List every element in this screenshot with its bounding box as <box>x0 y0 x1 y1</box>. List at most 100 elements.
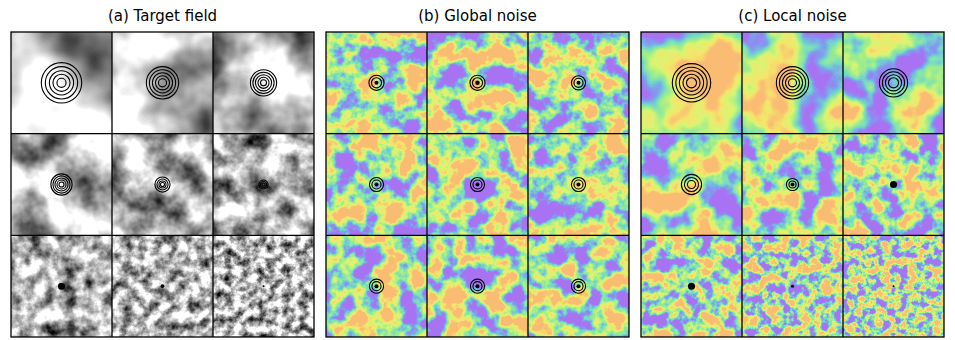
contour-ring <box>260 181 266 187</box>
noise-field <box>213 32 314 134</box>
cell-border <box>641 133 944 134</box>
contour-ring <box>676 67 707 98</box>
contour-ring <box>49 71 73 95</box>
center-dot <box>374 284 378 288</box>
noise-field <box>641 32 742 134</box>
center-dot <box>890 181 897 188</box>
contour-ring <box>155 76 169 90</box>
noise-field <box>11 134 112 236</box>
noise-field <box>112 32 213 134</box>
noise-field <box>213 134 314 236</box>
contour-ring <box>879 69 907 97</box>
center-dot <box>262 285 264 287</box>
contour-ring <box>571 177 585 191</box>
contour-ring <box>470 177 484 191</box>
noise-field <box>326 32 427 134</box>
contour-ring <box>51 174 72 195</box>
cell-border <box>641 235 944 236</box>
noise-field <box>843 32 944 134</box>
center-dot <box>892 285 894 287</box>
contour-ring <box>571 279 585 293</box>
noise-field <box>11 32 112 134</box>
cell-border <box>741 32 742 337</box>
contour-ring <box>53 176 70 193</box>
noise-field <box>112 235 213 337</box>
noise-field <box>528 134 629 236</box>
noise-field <box>742 235 843 337</box>
noise-field <box>528 235 629 337</box>
noise-field <box>213 235 314 337</box>
noise-field <box>427 235 528 337</box>
contour-ring <box>785 76 799 90</box>
contour-ring <box>57 180 66 189</box>
cell-grid <box>641 32 944 337</box>
contour-ring <box>882 72 904 94</box>
cell-grid <box>11 32 314 337</box>
cell-border <box>326 235 629 236</box>
contour-ring <box>788 79 796 87</box>
contour-ring <box>155 177 170 192</box>
noise-fields <box>11 32 314 337</box>
contour-ring <box>574 180 583 189</box>
contour-ring <box>371 78 381 88</box>
contour-ring <box>686 78 696 88</box>
panel-title: (a) Target field <box>108 7 217 25</box>
center-dot <box>58 283 65 290</box>
noise-fields <box>641 32 944 337</box>
cell-border <box>326 133 629 134</box>
contour-ring <box>687 180 695 188</box>
cell-border <box>212 32 213 337</box>
noise-field <box>742 134 843 236</box>
contour-ring <box>779 70 805 96</box>
contour-ring <box>672 64 710 102</box>
contour-ring <box>41 63 81 103</box>
contour-ring <box>681 174 701 194</box>
panel: (a) Target field <box>11 7 314 337</box>
panel-frame <box>326 32 629 337</box>
noise-field <box>11 235 112 337</box>
contour-ring <box>683 74 700 91</box>
contour-ring <box>885 75 901 91</box>
contour-ring <box>470 75 485 90</box>
contour-ring <box>160 182 164 186</box>
contour-ring <box>53 74 70 91</box>
center-dot <box>161 284 165 288</box>
cell-border <box>111 32 112 337</box>
contour-ring <box>684 177 698 191</box>
noise-field <box>641 134 742 236</box>
center-dot <box>688 283 695 290</box>
center-dot <box>576 81 580 85</box>
contour-ring <box>369 279 383 293</box>
contour-ring <box>372 180 381 189</box>
center-dot <box>576 284 580 288</box>
contour-ring <box>260 80 266 86</box>
contour-ring <box>776 67 808 99</box>
contour-ring <box>470 279 484 293</box>
center-dot <box>374 182 378 186</box>
contour-ring <box>157 179 168 190</box>
contour-ring <box>152 73 172 93</box>
noise-field <box>326 134 427 236</box>
contour-ring <box>45 67 77 99</box>
contour-ring <box>159 181 166 188</box>
contour-ring <box>146 67 178 99</box>
contours <box>369 75 586 293</box>
cell-grid <box>326 32 629 337</box>
center-dot <box>790 182 794 186</box>
contour-ring <box>369 75 384 90</box>
contour-ring <box>55 178 68 191</box>
contour-ring <box>59 182 64 187</box>
center-dot <box>374 81 378 85</box>
contour-ring <box>786 178 798 190</box>
contours <box>672 64 907 290</box>
contour-ring <box>571 76 585 90</box>
contour-ring <box>255 75 271 91</box>
figure: (a) Target field(b) Global noise(c) Loca… <box>0 0 955 340</box>
contour-ring <box>253 72 274 93</box>
contour-ring <box>250 70 276 96</box>
cell-border <box>11 235 314 236</box>
noise-field <box>528 32 629 134</box>
noise-field <box>326 235 427 337</box>
panel-title: (c) Local noise <box>738 7 846 25</box>
center-dot <box>475 81 479 85</box>
